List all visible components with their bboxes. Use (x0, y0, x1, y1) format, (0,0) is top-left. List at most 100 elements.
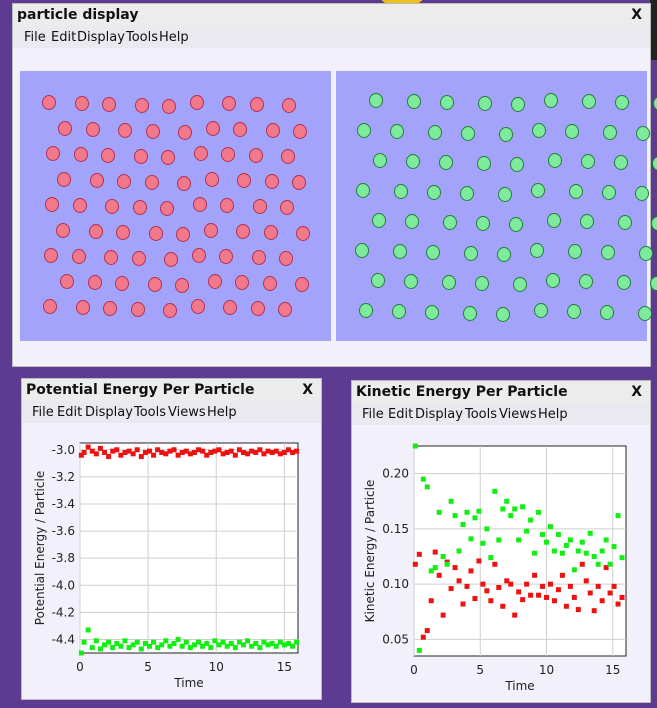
menu-edit[interactable]: Edit (57, 405, 83, 420)
green-data-point (484, 526, 490, 532)
close-button[interactable]: X (631, 384, 642, 400)
particle (478, 96, 492, 111)
kinetic-energy-window: Kinetic Energy Per Particle X File Edit … (352, 381, 650, 702)
particle (46, 146, 60, 161)
red-data-point (480, 581, 486, 587)
y-tick-label: 0.05 (382, 632, 409, 646)
particle (192, 197, 207, 212)
particle (281, 149, 295, 164)
menu-help[interactable]: Help (207, 405, 237, 420)
particle (580, 214, 594, 229)
menu-bar: File Edit Display Tools Help (13, 26, 650, 48)
close-button[interactable]: X (302, 382, 313, 398)
title-bar[interactable]: Potential Energy Per Particle X (22, 379, 321, 401)
red-data-point (159, 449, 165, 455)
red-data-point (599, 598, 605, 604)
green-data-point (528, 517, 534, 523)
green-data-point (142, 641, 148, 647)
particle (460, 186, 474, 201)
red-data-point (118, 452, 124, 458)
green-data-point (512, 506, 518, 512)
red-data-point (102, 449, 108, 455)
menu-help[interactable]: Help (159, 30, 189, 45)
green-data-point (492, 488, 498, 494)
particle-display-window: particle display X File Edit Display Too… (13, 4, 657, 366)
particle (618, 215, 632, 230)
red-data-point (559, 572, 565, 578)
green-data-point (544, 539, 549, 545)
menu-views[interactable]: Views (168, 405, 206, 420)
particle (237, 172, 251, 188)
particle (236, 223, 250, 239)
red-data-point (134, 447, 140, 453)
particle (193, 146, 208, 161)
red-data-point (269, 449, 275, 455)
particle (442, 275, 456, 290)
particle (115, 275, 129, 291)
menu-file[interactable]: File (24, 30, 46, 45)
red-data-point (468, 568, 474, 574)
particle (371, 273, 385, 288)
menu-views[interactable]: Views (499, 407, 537, 422)
green-data-point (607, 561, 613, 567)
green-data-point (595, 561, 601, 567)
green-data-point (524, 528, 530, 534)
close-button[interactable]: X (631, 7, 642, 23)
title-bar[interactable]: Kinetic Energy Per Particle X (352, 381, 650, 403)
x-tick-label: 5 (144, 660, 152, 674)
menu-tools[interactable]: Tools (465, 407, 498, 422)
green-data-point (571, 567, 577, 573)
green-data-point (456, 548, 462, 554)
green-data-point (420, 476, 426, 482)
y-tick-label: -4.4 (52, 632, 75, 646)
particle (44, 248, 58, 263)
particle (425, 305, 439, 320)
x-tick-label: 15 (605, 663, 620, 677)
menu-edit[interactable]: Edit (51, 30, 77, 45)
menu-display[interactable]: Display (77, 30, 125, 45)
particle (233, 121, 247, 137)
green-data-point (273, 643, 279, 649)
red-data-point (456, 578, 462, 584)
particle (89, 172, 104, 188)
menu-display[interactable]: Display (415, 407, 463, 422)
particle (650, 276, 657, 291)
particle (249, 97, 264, 112)
x-axis-label: Time (504, 679, 534, 693)
red-data-point (615, 601, 621, 607)
red-data-point (204, 452, 210, 458)
particle (390, 124, 404, 139)
green-data-point (412, 443, 418, 449)
green-data-point (151, 639, 157, 645)
green-data-point (611, 544, 617, 550)
menu-tools[interactable]: Tools (126, 30, 159, 45)
menu-edit[interactable]: Edit (388, 407, 414, 422)
red-data-point (241, 449, 246, 455)
menu-help[interactable]: Help (538, 407, 568, 422)
menu-file[interactable]: File (362, 407, 384, 422)
particle (264, 173, 279, 189)
green-data-point (220, 639, 226, 645)
menu-tools[interactable]: Tools (134, 405, 167, 420)
menu-file[interactable]: File (32, 405, 54, 420)
green-data-point (504, 498, 510, 504)
menu-display[interactable]: Display (85, 405, 133, 420)
x-tick-label: 0 (410, 663, 418, 677)
green-data-point (575, 548, 581, 554)
particle (546, 273, 560, 288)
red-data-point (78, 452, 84, 458)
particle (510, 157, 524, 172)
particle (282, 98, 296, 113)
y-tick-label: -3.4 (52, 497, 75, 511)
green-data-point (200, 643, 206, 649)
green-data-point (81, 639, 87, 645)
title-bar[interactable]: particle display X (13, 4, 650, 26)
green-data-point (555, 531, 561, 537)
particle (280, 200, 294, 215)
green-data-point (183, 639, 189, 645)
particle (252, 199, 267, 214)
red-data-point (81, 449, 87, 455)
red-data-point (265, 448, 271, 454)
particle (530, 243, 544, 258)
red-data-point (228, 448, 234, 454)
